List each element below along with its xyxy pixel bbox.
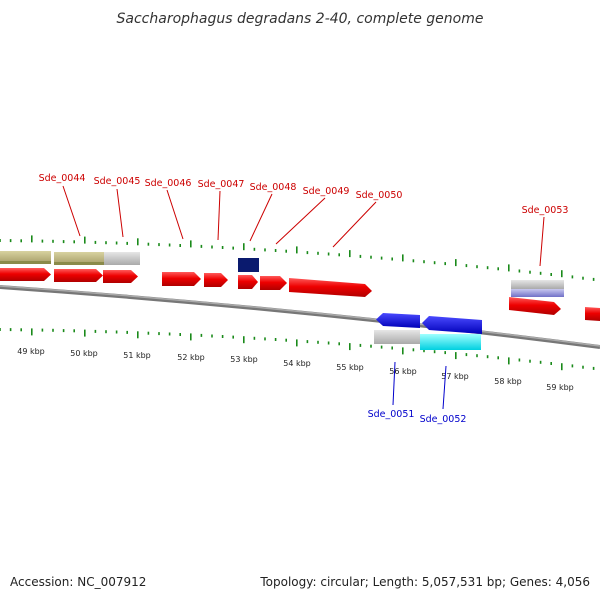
kbp-label-50: 50 kbp — [70, 349, 98, 358]
red-gene-arrow[interactable] — [103, 270, 138, 283]
inner-tick-row — [0, 328, 595, 371]
red-gene-arrow[interactable] — [585, 307, 600, 321]
genome-summary-text: Topology: circular; Length: 5,057,531 bp… — [259, 575, 590, 589]
label-leader — [275, 197, 326, 245]
map-title: Saccharophagus degradans 2-40, complete … — [117, 11, 484, 27]
red-gene-arrow[interactable] — [54, 269, 103, 282]
gene-label-sde-0053[interactable]: Sde_0053 — [522, 205, 569, 216]
label-leader — [392, 361, 396, 406]
navy-gene-box[interactable] — [238, 258, 259, 272]
upper-feature-track — [0, 251, 564, 297]
gene-label-sde-0046[interactable]: Sde_0046 — [145, 178, 192, 189]
kbp-scale: 49 kbp 50 kbp 51 kbp 52 kbp 53 kbp 54 kb… — [17, 347, 574, 392]
accession-text: Accession: NC_007912 — [10, 575, 146, 589]
gene-label-sde-0051[interactable]: Sde_0051 — [368, 409, 415, 420]
gray-gene-block[interactable] — [511, 280, 564, 289]
tan-gene-block[interactable] — [0, 251, 51, 263]
label-leader — [217, 190, 221, 241]
gene-label-sde-0049[interactable]: Sde_0049 — [303, 186, 350, 197]
red-gene-arrow[interactable] — [162, 272, 201, 286]
blue-gene-arrow[interactable] — [422, 316, 482, 334]
cyan-gene-block[interactable] — [420, 334, 481, 350]
label-leader — [332, 201, 377, 248]
red-gene-arrow[interactable] — [289, 278, 372, 297]
gene-label-sde-0050[interactable]: Sde_0050 — [356, 190, 403, 201]
reverse-gene-labels: Sde_0051 Sde_0052 — [368, 361, 467, 425]
gene-label-sde-0044[interactable]: Sde_0044 — [39, 173, 86, 184]
tan-gene-shadow — [54, 262, 104, 265]
label-leader — [249, 193, 273, 242]
genome-backbone-highlight — [0, 285, 600, 347]
kbp-label-53: 53 kbp — [230, 355, 258, 364]
forward-gene-labels: Sde_0044 Sde_0045 Sde_0046 Sde_0047 Sde_… — [39, 173, 569, 267]
red-gene-arrow[interactable] — [238, 275, 258, 289]
kbp-label-52: 52 kbp — [177, 353, 205, 362]
genome-backbone — [0, 285, 600, 349]
gene-label-sde-0048[interactable]: Sde_0048 — [250, 182, 297, 193]
gene-label-sde-0047[interactable]: Sde_0047 — [198, 179, 245, 190]
reverse-gene-track — [374, 313, 482, 350]
red-gene-arrow[interactable] — [204, 273, 228, 287]
outer-tick-row — [0, 235, 595, 281]
kbp-label-51: 51 kbp — [123, 351, 151, 360]
kbp-label-54: 54 kbp — [283, 359, 311, 368]
gray-gene-block[interactable] — [104, 252, 140, 265]
kbp-label-57: 57 kbp — [441, 372, 469, 381]
label-leader — [62, 185, 81, 237]
gene-label-sde-0045[interactable]: Sde_0045 — [94, 176, 141, 187]
kbp-label-58: 58 kbp — [494, 377, 522, 386]
label-leader — [166, 189, 184, 240]
red-gene-arrow[interactable] — [0, 268, 51, 281]
blue-gene-arrow[interactable] — [376, 313, 420, 328]
tan-gene-shadow — [0, 261, 51, 264]
kbp-label-56: 56 kbp — [389, 367, 417, 376]
label-leader — [442, 365, 447, 410]
kbp-label-59: 59 kbp — [546, 383, 574, 392]
red-gene-arrow[interactable] — [260, 276, 287, 290]
lavender-gene-block[interactable] — [511, 289, 564, 297]
red-gene-arrow[interactable] — [509, 297, 561, 315]
kbp-label-49: 49 kbp — [17, 347, 45, 356]
tan-gene-block[interactable] — [54, 252, 104, 264]
label-leader — [539, 216, 545, 267]
gene-label-sde-0052[interactable]: Sde_0052 — [420, 414, 467, 425]
label-leader — [116, 188, 124, 238]
kbp-label-55: 55 kbp — [336, 363, 364, 372]
gray-gene-block[interactable] — [374, 330, 420, 344]
forward-gene-track — [0, 268, 600, 321]
